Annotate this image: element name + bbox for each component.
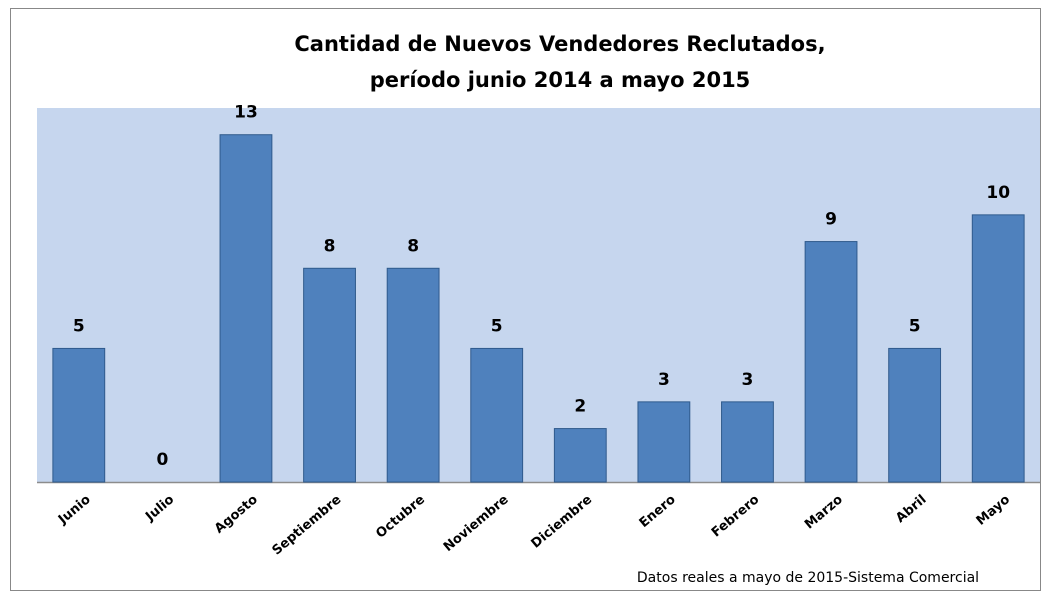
bar (971, 214, 1025, 483)
data-label: 2 (574, 397, 586, 417)
chart-subtitle: período junio 2014 a mayo 2015 (370, 68, 751, 92)
plot-area (37, 108, 1040, 482)
data-label: 9 (825, 210, 837, 230)
bar (637, 401, 691, 483)
bar (303, 267, 356, 483)
data-label: 10 (986, 183, 1010, 203)
bar (553, 428, 607, 483)
data-label: 8 (407, 236, 419, 256)
data-label: 0 (156, 450, 168, 470)
annotation: Datos reales a mayo de 2015-Sistema Come… (637, 570, 979, 586)
bar (219, 134, 273, 483)
data-label: 5 (491, 316, 503, 336)
data-label: 3 (742, 370, 754, 390)
chart-title: Cantidad de Nuevos Vendedores Reclutados… (294, 32, 825, 56)
data-label: 5 (73, 316, 85, 336)
data-label: 3 (658, 370, 670, 390)
bar (888, 347, 942, 483)
data-label: 5 (909, 316, 921, 336)
bar (386, 267, 440, 483)
bar (52, 347, 106, 483)
bar (470, 347, 524, 483)
data-label: 8 (324, 236, 336, 256)
bar (721, 401, 774, 483)
data-label: 13 (234, 103, 258, 123)
bar (804, 241, 858, 483)
